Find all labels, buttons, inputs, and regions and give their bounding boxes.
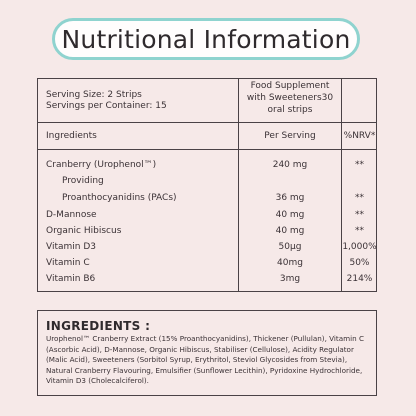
row-name: Cranberry (Urophenol™) (46, 160, 157, 170)
page-title: Nutritional Information (61, 24, 351, 54)
ingredients-heading: INGREDIENTS : (46, 319, 151, 333)
ingredients-text: Urophenol™ Cranberry Extract (15% Proant… (46, 334, 364, 385)
row-name: Vitamin D3 (46, 242, 96, 252)
row-name: Providing (62, 176, 104, 186)
row-nrv: ** (355, 226, 364, 236)
row-amount: 240 mg (272, 160, 308, 170)
serving-size: Serving Size: 2 Strips (46, 90, 142, 100)
row-nrv: ** (355, 193, 364, 203)
per-serving-header: Per Serving (264, 131, 316, 141)
row-amount: 50µg (278, 242, 302, 252)
ingredients-header: Ingredients (46, 131, 97, 141)
row-name: Vitamin B6 (46, 274, 96, 284)
row-nrv: 214% (346, 274, 373, 284)
row-amount: 40 mg (275, 226, 305, 236)
row-divider (38, 122, 376, 123)
nutrition-table: Serving Size: 2 Strips Servings per Cont… (37, 78, 377, 292)
column-divider (341, 79, 342, 291)
row-amount: 40mg (277, 258, 303, 268)
title-banner: Nutritional Information (52, 18, 360, 60)
row-name: D-Mannose (46, 210, 97, 220)
row-amount: 3mg (279, 274, 301, 284)
row-name: Proanthocyanidins (PACs) (62, 193, 177, 203)
row-nrv: 1,000% (342, 242, 377, 252)
row-divider (38, 149, 376, 150)
column-divider (238, 79, 239, 291)
row-nrv: 50% (349, 258, 370, 268)
row-amount: 36 mg (275, 193, 305, 203)
servings-per-container: Servings per Container: 15 (46, 101, 167, 111)
row-nrv: ** (355, 160, 364, 170)
row-amount: 40 mg (275, 210, 305, 220)
food-supplement-line: Food Supplement (250, 81, 330, 91)
row-name: Organic Hibiscus (46, 226, 122, 236)
row-nrv: ** (355, 210, 364, 220)
nrv-header: %NRV* (343, 131, 376, 141)
ingredients-box: INGREDIENTS : Urophenol™ Cranberry Extra… (37, 310, 377, 396)
row-name: Vitamin C (46, 258, 90, 268)
food-supplement-line: with Sweeteners30 (246, 93, 334, 103)
food-supplement-line: oral strips (267, 105, 313, 115)
